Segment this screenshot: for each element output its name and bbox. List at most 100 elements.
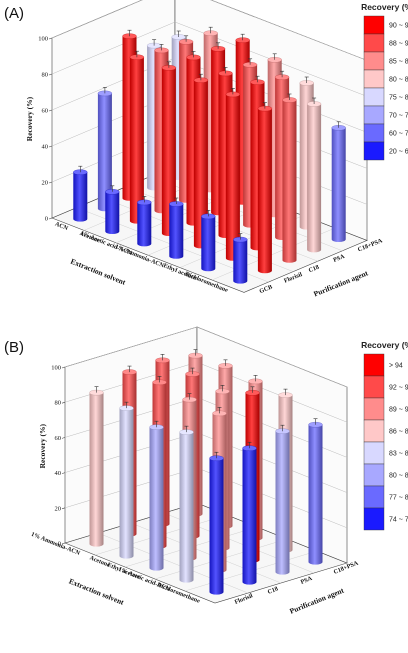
z-tick-mark <box>61 507 66 510</box>
legend-label: 80 ~ 83 <box>389 473 408 480</box>
bar-1-0 <box>119 401 134 559</box>
legend-swatch <box>363 441 385 465</box>
y-axis-title: Purification agent <box>288 586 345 616</box>
z-tick-label: 80 <box>42 72 49 79</box>
bar-body <box>225 94 240 261</box>
legend-swatch <box>363 375 385 399</box>
z-tick-label: 40 <box>55 470 62 477</box>
z-tick-label: 60 <box>42 108 49 115</box>
legend-swatch <box>363 141 385 161</box>
z-tick-label: 60 <box>55 435 62 442</box>
gridline <box>64 326 348 388</box>
z-tick-label: 80 <box>55 400 62 407</box>
bar-4-1 <box>225 88 241 261</box>
bar-body <box>137 202 152 247</box>
legend-swatch <box>363 105 385 125</box>
bar-body <box>119 408 134 559</box>
bar-body <box>233 239 248 284</box>
bar-body <box>242 448 257 585</box>
z-tick-mark <box>61 542 66 545</box>
bar-body <box>149 427 164 571</box>
z-tick-label: 40 <box>42 144 49 151</box>
bar-body <box>209 458 224 595</box>
legend-swatch <box>363 507 385 531</box>
legend-swatch <box>363 15 385 35</box>
bar-body <box>307 104 322 253</box>
y-category-label: PSA <box>300 575 314 586</box>
z-tick-label: 0 <box>45 216 48 223</box>
bar-5-3 <box>306 97 322 253</box>
z-tick-mark <box>48 217 53 220</box>
bar-4-0 <box>209 451 224 595</box>
bar-4-1 <box>242 441 257 585</box>
legend-swatch <box>363 123 385 143</box>
z-tick-label: 100 <box>51 365 61 372</box>
legend-label: > 94 <box>389 363 403 370</box>
z-axis-title: Recovery (%) <box>25 96 34 141</box>
bar-5-1 <box>257 102 273 274</box>
legend-label: 89 ~ 92 <box>389 407 408 414</box>
legend-swatch <box>363 353 385 377</box>
bar-4-0 <box>201 210 216 272</box>
gridline <box>51 0 368 61</box>
x-category-label: ACN <box>54 221 70 233</box>
legend-label: 75 ~ 80 <box>389 95 408 102</box>
legend-title: Recovery (%) <box>361 2 408 12</box>
z-tick-mark <box>48 109 53 112</box>
bar-body <box>282 100 297 263</box>
bar-1-1 <box>129 50 145 224</box>
legend: Recovery (%) 90 ~ 95 88 ~ 90 85 ~ 88 80 ~ 85… <box>361 2 408 161</box>
legend-label: 92 ~ 94 <box>389 385 408 392</box>
bar-body <box>169 204 184 259</box>
panel-label: (A) <box>4 5 24 22</box>
bar-body <box>331 127 346 242</box>
legend-swatch <box>363 463 385 487</box>
legend-label: 60 ~ 70 <box>389 131 408 138</box>
bar-5-4 <box>331 121 346 242</box>
bar-0-0 <box>89 386 104 547</box>
legend-label: 88 ~ 90 <box>389 41 408 48</box>
bar-body <box>193 80 208 249</box>
bar-5-0 <box>233 233 248 284</box>
gridline <box>51 21 368 97</box>
z-tick-label: 20 <box>55 505 62 512</box>
y-axis-title: Purification agent <box>312 268 369 298</box>
bar-body <box>179 432 194 583</box>
legend-label: 20 ~ 60 <box>389 149 408 156</box>
bar-5-2 <box>282 93 297 263</box>
legend-swatch <box>363 397 385 421</box>
panel-label: (B) <box>4 339 24 356</box>
legend-label: 80 ~ 85 <box>389 77 408 84</box>
legend-swatch <box>363 419 385 443</box>
bar-body <box>161 67 176 236</box>
bar-3-0 <box>169 197 184 259</box>
bar-1-0 <box>105 185 120 234</box>
bar-body <box>89 392 104 547</box>
bar-body <box>275 431 290 575</box>
z-tick-label: 0 <box>58 541 61 548</box>
z-tick-label: 20 <box>42 180 49 187</box>
legend-label: 86 ~ 89 <box>389 429 408 436</box>
legend-title: Recovery (%) <box>361 340 408 350</box>
bar-2-0 <box>137 196 152 247</box>
bar-body <box>129 57 144 224</box>
bar-3-0 <box>179 425 194 583</box>
legend-swatch <box>363 33 385 53</box>
legend-label: 90 ~ 95 <box>389 23 408 30</box>
legend-swatch <box>363 51 385 71</box>
z-tick-mark <box>61 366 66 369</box>
bar-2-1 <box>161 61 177 236</box>
x-axis-title: Extraction solvent <box>69 257 127 287</box>
x-axis-title: Extraction solvent <box>68 577 126 607</box>
bar-2-0 <box>149 420 164 571</box>
bar-0-1 <box>97 87 113 212</box>
legend-label: 83 ~ 86 <box>389 451 408 458</box>
z-tick-label: 100 <box>38 36 48 43</box>
z-tick-mark <box>48 73 53 76</box>
bar-body <box>105 191 120 234</box>
z-tick-mark <box>61 472 66 474</box>
legend-swatch <box>363 87 385 107</box>
